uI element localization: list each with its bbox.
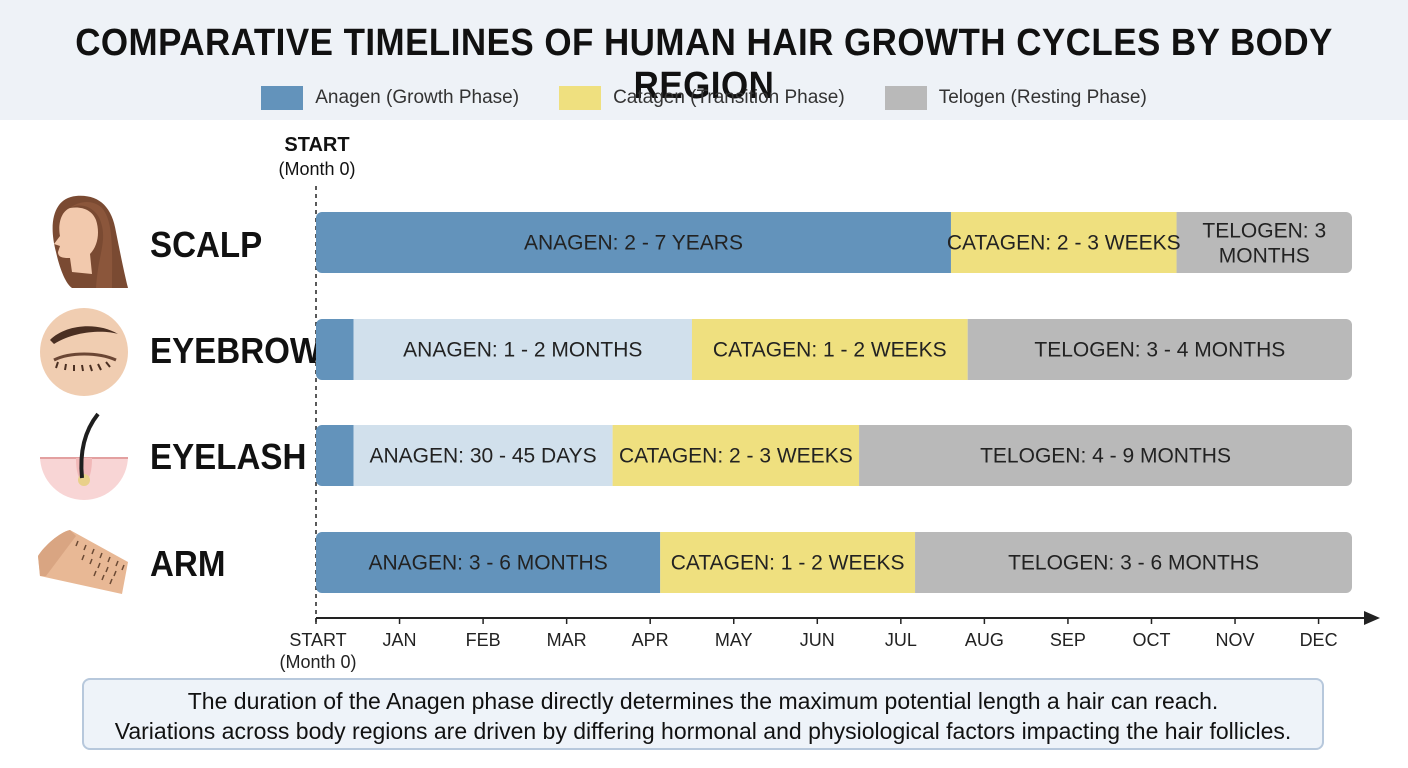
row-bar-eyebrow — [316, 319, 1352, 380]
x-tick-label: OCT — [1132, 630, 1170, 650]
row-bar-scalp — [316, 212, 1352, 273]
segment-telogen — [859, 425, 1352, 486]
x-tick-label: APR — [632, 630, 669, 650]
info-note: The duration of the Anagen phase directl… — [82, 678, 1324, 750]
closed-eye-icon — [36, 304, 132, 400]
x-tick-label: SEP — [1050, 630, 1086, 650]
segment-label: ANAGEN: 2 - 7 YEARS — [524, 232, 743, 255]
segment-label: CATAGEN: 1 - 2 WEEKS — [671, 552, 905, 575]
segment-telogen — [1176, 212, 1352, 273]
segment-catagen — [612, 425, 860, 486]
segment-label: CATAGEN: 1 - 2 WEEKS — [713, 339, 947, 362]
segment-catagen — [950, 212, 1177, 273]
segment-label: TELOGEN: 3 - 6 MONTHS — [1008, 552, 1259, 575]
legend-label-anagen: Anagen (Growth Phase) — [315, 87, 520, 108]
header: COMPARATIVE TIMELINES OF HUMAN HAIR GROW… — [0, 0, 1408, 120]
segment-label: ANAGEN: 1 - 2 MONTHS — [403, 339, 642, 362]
row-bar-arm — [316, 532, 1352, 593]
segment-anagen — [316, 532, 661, 593]
start-marker: START (Month 0) — [262, 134, 372, 180]
x-tick-label: JAN — [383, 630, 417, 650]
woman-profile-icon — [36, 192, 132, 288]
segment-anagen-light — [353, 319, 692, 380]
x-axis-arrowhead — [1364, 611, 1380, 625]
legend-swatch-catagen — [559, 86, 602, 110]
x-tick-label: JUL — [885, 630, 917, 650]
x-tick-label: NOV — [1216, 630, 1255, 650]
x-tick-label: FEB — [466, 630, 501, 650]
legend-item-telogen: Telogen (Resting Phase) — [884, 86, 1147, 110]
segment-telogen — [915, 532, 1352, 593]
start-marker-title: START — [284, 134, 350, 156]
x-tick-label: AUG — [965, 630, 1004, 650]
segment-telogen — [967, 319, 1352, 380]
start-marker-subtitle: (Month 0) — [278, 159, 356, 179]
forearm-icon — [36, 516, 132, 612]
hair-follicle-icon — [36, 408, 132, 504]
segment-label: TELOGEN: 3 - 4 MONTHS — [1034, 339, 1285, 362]
legend-label-catagen: Catagen (Transition Phase) — [613, 87, 845, 108]
segment-catagen — [660, 532, 916, 593]
segment-label: ANAGEN: 3 - 6 MONTHS — [369, 552, 608, 575]
x-tick-label: MAY — [715, 630, 753, 650]
x-tick-label: DEC — [1300, 630, 1338, 650]
x-tick-label: MAR — [547, 630, 587, 650]
segment-label: TELOGEN: 4 - 9 MONTHS — [980, 445, 1231, 468]
row-label-arm: ARM — [150, 543, 226, 584]
legend-swatch-anagen — [261, 86, 304, 110]
row-label-scalp: SCALP — [150, 224, 263, 265]
segment-label: TELOGEN: 3 MONTHS — [1202, 220, 1326, 268]
legend-label-telogen: Telogen (Resting Phase) — [938, 87, 1147, 108]
legend-item-anagen: Anagen (Growth Phase) — [261, 86, 519, 110]
chart-title: COMPARATIVE TIMELINES OF HUMAN HAIR GROW… — [75, 22, 1333, 107]
row-label-eyelash: EYELASH — [150, 436, 307, 477]
x-tick-label: JUN — [800, 630, 835, 650]
segment-catagen — [691, 319, 968, 380]
info-note-line-1: The duration of the Anagen phase directl… — [187, 688, 1219, 714]
x-tick-label: START (Month 0) — [279, 630, 356, 672]
legend: Anagen (Growth Phase) Catagen (Transitio… — [0, 86, 1408, 110]
segment-label: CATAGEN: 2 - 3 WEEKS — [947, 232, 1181, 255]
info-note-line-2: Variations across body regions are drive… — [114, 718, 1292, 744]
segment-anagen — [316, 212, 951, 273]
legend-item-catagen: Catagen (Transition Phase) — [559, 86, 845, 110]
row-label-eyebrow: EYEBROW — [150, 330, 322, 371]
segment-label: CATAGEN: 2 - 3 WEEKS — [619, 445, 853, 468]
segment-anagen — [316, 319, 354, 380]
segment-anagen — [316, 425, 354, 486]
timeline-chart: ANAGEN: 2 - 7 YEARS CATAGEN: 2 - 3 WEEKS T… — [279, 186, 1380, 672]
legend-swatch-telogen — [884, 86, 927, 110]
segment-anagen-light — [353, 425, 613, 486]
row-bar-eyelash — [316, 425, 1352, 486]
segment-label: ANAGEN: 30 - 45 DAYS — [369, 445, 596, 468]
